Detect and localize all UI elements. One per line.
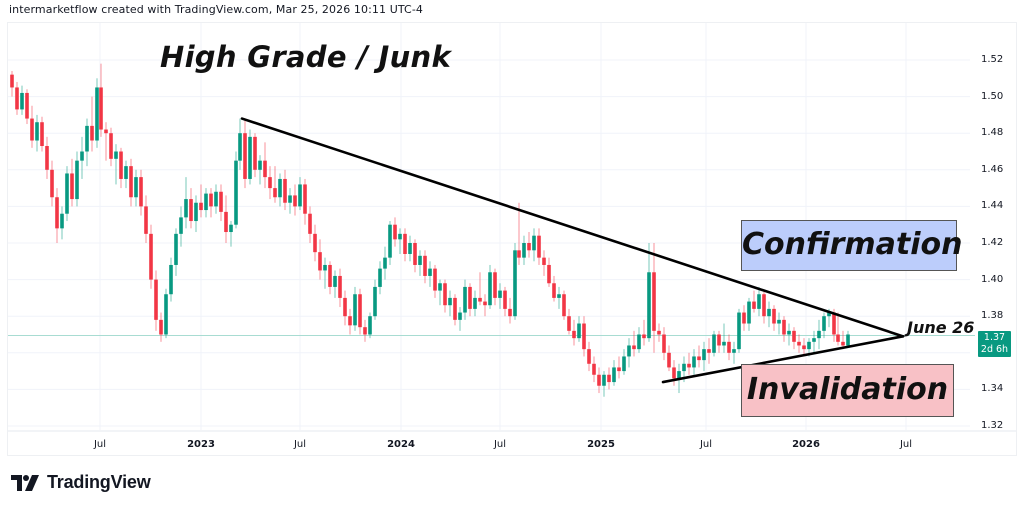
chart-frame [7, 22, 1017, 456]
price-tick-label: 1.44 [981, 200, 1004, 212]
time-tick-label: Jul [493, 439, 507, 450]
chart-caption: intermarketflow created with TradingView… [9, 3, 423, 16]
confirmation-label: Confirmation [742, 227, 963, 262]
tradingview-brand[interactable]: TradingView [11, 472, 151, 493]
time-tick-label: 2023 [187, 439, 215, 450]
price-tick-label: 1.50 [981, 90, 1004, 102]
price-tick-label: 1.38 [981, 310, 1004, 322]
last-price-value: 1.37 [983, 332, 1006, 343]
chart-title: High Grade / Junk [160, 40, 452, 74]
time-tick-label: 2026 [792, 439, 820, 450]
price-tick-label: 1.32 [981, 420, 1004, 431]
candles [10, 63, 850, 397]
time-tick-label: Jul [93, 439, 107, 450]
time-tick-label: Jul [293, 439, 307, 450]
invalidation-label: Invalidation [746, 372, 949, 407]
price-tick-label: 1.42 [981, 237, 1004, 248]
price-tick-label: 1.52 [981, 54, 1004, 65]
price-tick-label: 1.46 [981, 163, 1004, 175]
price-tick-label: 1.34 [981, 383, 1004, 395]
confirmation-box[interactable]: Confirmation [741, 220, 963, 271]
last-price-tag: 1.37 2d 6h [978, 331, 1011, 357]
trendlines[interactable] [240, 117, 905, 384]
time-tick-label: 2025 [587, 439, 615, 450]
bar-countdown: 2d 6h [980, 344, 1009, 355]
price-tick-label: 1.40 [981, 273, 1004, 285]
invalidation-box[interactable]: Invalidation [741, 364, 954, 417]
time-tick-label: Jul [899, 439, 913, 450]
time-tick-label: 2024 [387, 439, 415, 450]
brand-name: TradingView [47, 472, 151, 492]
tradingview-logo-icon [11, 474, 39, 491]
price-tick-label: 1.48 [981, 127, 1004, 139]
apex-date-label: June 26 [907, 318, 975, 337]
time-tick-label: Jul [699, 439, 713, 450]
